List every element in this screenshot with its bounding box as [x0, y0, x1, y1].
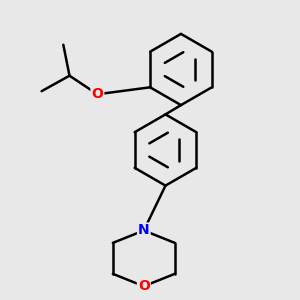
- Text: N: N: [138, 224, 150, 238]
- Text: O: O: [92, 87, 103, 101]
- Text: O: O: [138, 279, 150, 293]
